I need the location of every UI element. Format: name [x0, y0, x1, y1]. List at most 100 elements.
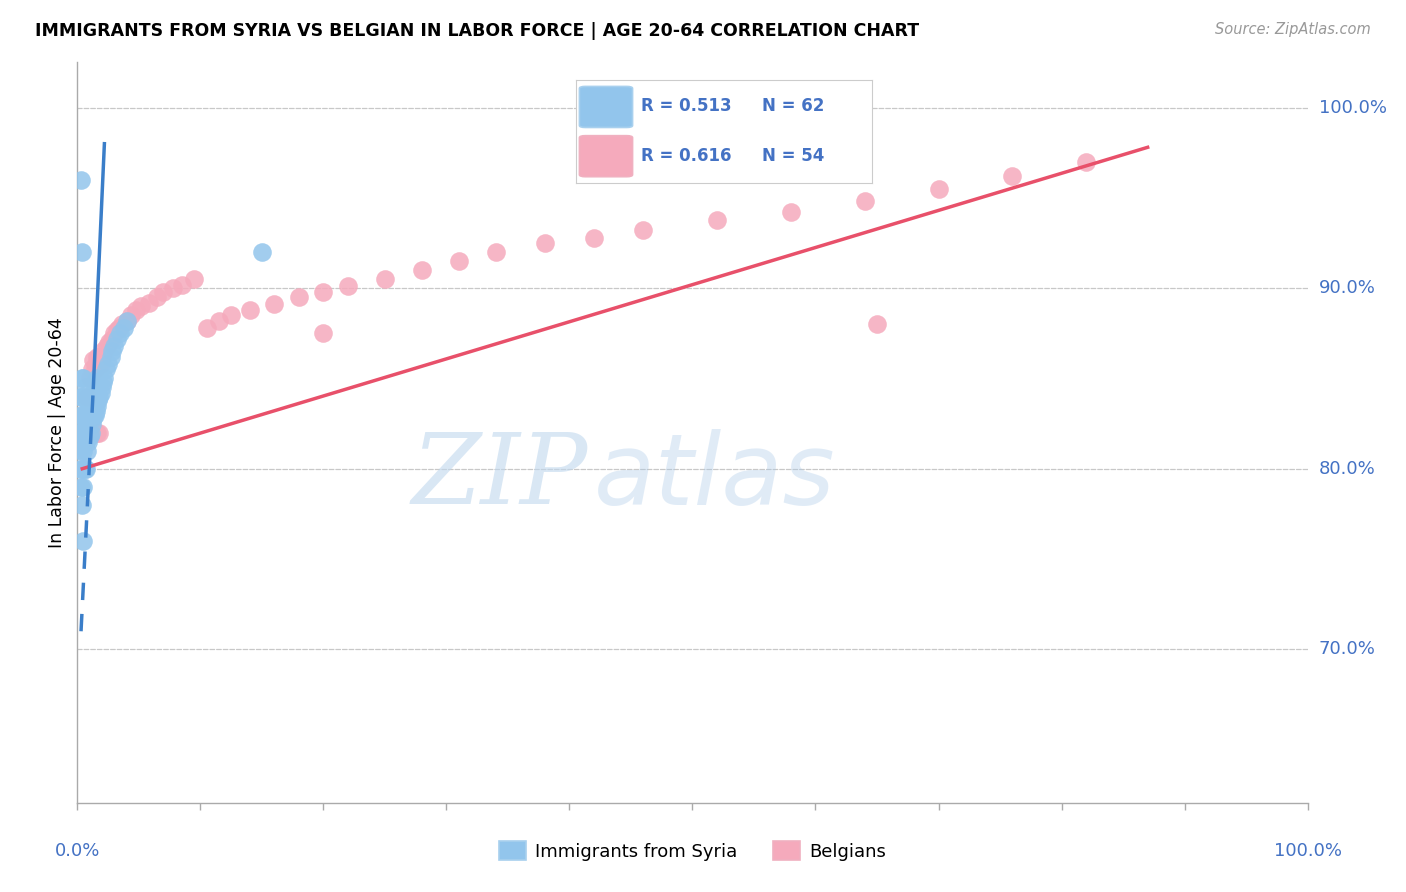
Point: [162, 281, 184, 295]
Point: [72, 408, 94, 422]
Point: [239, 302, 262, 317]
Point: [72, 533, 94, 548]
Point: [250, 245, 273, 260]
Point: [312, 326, 335, 341]
Text: atlas: atlas: [595, 428, 835, 525]
Point: [72, 371, 94, 385]
Point: [86, 371, 108, 385]
Point: [70, 425, 93, 440]
Point: [76, 443, 98, 458]
Text: N = 62: N = 62: [762, 97, 825, 115]
Point: [91, 375, 114, 389]
Point: [170, 277, 193, 292]
Point: [79, 404, 101, 418]
Point: [73, 417, 96, 431]
Point: [195, 321, 218, 335]
Point: [83, 362, 105, 376]
Point: [288, 290, 311, 304]
Point: [82, 353, 104, 368]
Point: [534, 235, 557, 250]
Point: [411, 263, 433, 277]
Point: [583, 230, 606, 244]
Point: [79, 429, 101, 443]
Point: [82, 417, 104, 431]
Point: [98, 335, 121, 350]
Point: [69, 425, 91, 440]
Text: 100.0%: 100.0%: [1319, 99, 1386, 117]
Text: 70.0%: 70.0%: [1319, 640, 1375, 658]
Y-axis label: In Labor Force | Age 20-64: In Labor Force | Age 20-64: [48, 318, 66, 548]
Point: [90, 350, 114, 364]
Point: [70, 498, 93, 512]
Point: [82, 362, 104, 376]
Point: [94, 362, 117, 376]
Point: [1001, 169, 1024, 184]
Point: [105, 323, 128, 337]
Point: [70, 408, 93, 422]
Point: [485, 245, 508, 260]
Point: [79, 371, 101, 385]
Point: [72, 443, 94, 458]
Text: ZIP: ZIP: [412, 429, 588, 524]
Text: R = 0.616: R = 0.616: [641, 146, 733, 165]
Point: [80, 399, 103, 413]
Point: [75, 408, 97, 422]
Point: [70, 390, 93, 404]
Point: [76, 417, 98, 431]
Point: [374, 272, 396, 286]
Point: [138, 295, 160, 310]
Point: [73, 434, 96, 449]
Point: [101, 332, 124, 346]
Point: [928, 182, 950, 196]
Point: [115, 313, 138, 327]
Point: [312, 285, 335, 299]
Point: [76, 390, 98, 404]
Point: [146, 290, 169, 304]
Point: [73, 461, 96, 475]
Point: [87, 393, 110, 408]
Point: [110, 326, 132, 341]
Legend: Immigrants from Syria, Belgians: Immigrants from Syria, Belgians: [492, 834, 893, 868]
Point: [77, 434, 100, 449]
Point: [853, 194, 876, 209]
Text: 90.0%: 90.0%: [1319, 279, 1375, 297]
Point: [89, 390, 111, 404]
Point: [121, 308, 143, 322]
Point: [183, 272, 205, 286]
Point: [86, 399, 108, 413]
Point: [83, 380, 105, 394]
Point: [80, 425, 103, 440]
Point: [84, 404, 107, 418]
Text: 0.0%: 0.0%: [55, 842, 100, 860]
Point: [633, 223, 655, 237]
Point: [89, 425, 111, 440]
Text: N = 54: N = 54: [762, 146, 825, 165]
Point: [103, 339, 125, 353]
Text: Source: ZipAtlas.com: Source: ZipAtlas.com: [1215, 22, 1371, 37]
Point: [82, 411, 104, 425]
Point: [337, 279, 360, 293]
Point: [105, 332, 128, 346]
Point: [125, 302, 148, 317]
Text: IMMIGRANTS FROM SYRIA VS BELGIAN IN LABOR FORCE | AGE 20-64 CORRELATION CHART: IMMIGRANTS FROM SYRIA VS BELGIAN IN LABO…: [35, 22, 920, 40]
Point: [82, 393, 104, 408]
Point: [89, 350, 111, 364]
Text: 80.0%: 80.0%: [1319, 459, 1375, 478]
Point: [447, 254, 470, 268]
Point: [76, 393, 98, 408]
Point: [96, 339, 118, 353]
Point: [101, 344, 124, 359]
Point: [90, 385, 112, 400]
Point: [129, 299, 153, 313]
Point: [70, 173, 93, 187]
Point: [111, 318, 132, 332]
Point: [152, 285, 174, 299]
FancyBboxPatch shape: [579, 87, 633, 128]
Point: [86, 350, 108, 364]
Point: [75, 380, 97, 394]
Point: [77, 408, 100, 422]
Point: [84, 375, 107, 389]
Point: [83, 408, 105, 422]
Point: [866, 318, 889, 332]
Point: [75, 434, 97, 449]
